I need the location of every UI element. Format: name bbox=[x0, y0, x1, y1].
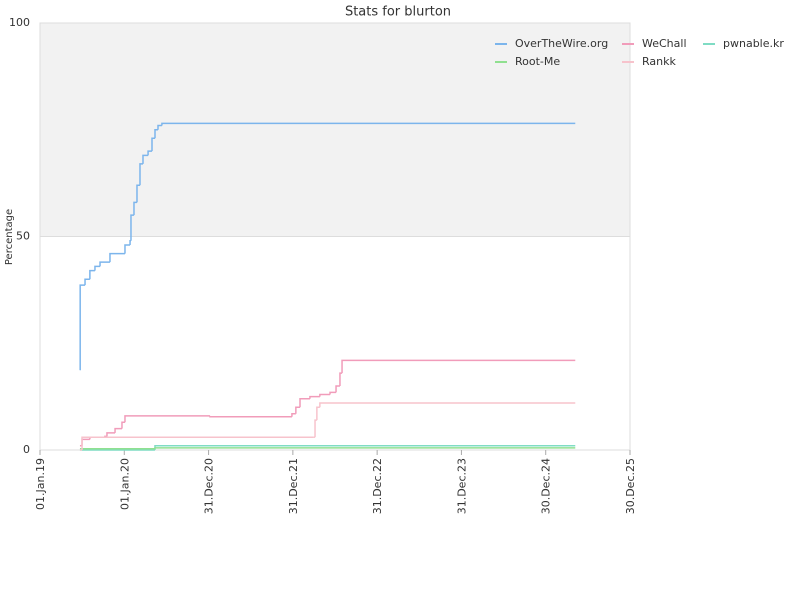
line-step bbox=[319, 393, 331, 397]
line-step bbox=[124, 415, 210, 423]
line-step bbox=[209, 415, 292, 418]
line-step bbox=[79, 284, 86, 371]
line-step bbox=[314, 419, 317, 438]
line-step bbox=[339, 372, 343, 386]
line-step bbox=[133, 201, 137, 216]
line-step bbox=[319, 402, 576, 408]
line-step bbox=[161, 122, 576, 126]
line-step bbox=[309, 395, 320, 399]
x-tick-label: 31.Dec.20 bbox=[203, 458, 216, 514]
y-axis-label: Percentage bbox=[4, 209, 15, 265]
plot-band bbox=[40, 23, 630, 237]
y-tick-label: 50 bbox=[16, 230, 30, 243]
line-step bbox=[154, 129, 158, 139]
legend-label: WeChall bbox=[642, 37, 687, 50]
x-tick-label: 30.Dec.25 bbox=[624, 458, 637, 514]
x-tick-label: 31.Dec.22 bbox=[371, 458, 384, 514]
line-step bbox=[81, 438, 90, 446]
line-step bbox=[329, 391, 337, 395]
line-step bbox=[99, 261, 110, 267]
x-tick-label: 31.Dec.21 bbox=[287, 458, 300, 514]
line-step bbox=[89, 269, 95, 280]
legend-label: Rankk bbox=[642, 55, 676, 68]
line-step bbox=[316, 406, 320, 421]
x-tick-label: 01.Jan.19 bbox=[34, 458, 47, 510]
line-step bbox=[84, 278, 90, 286]
line-step bbox=[129, 240, 131, 246]
legend-label: OverTheWire.org bbox=[515, 37, 608, 50]
line-step bbox=[124, 244, 131, 254]
line-step bbox=[139, 163, 143, 186]
legend: OverTheWire.org WeChall pwnable.kr Root-Me R… bbox=[495, 37, 784, 68]
line-step bbox=[130, 214, 134, 241]
line-step bbox=[291, 412, 296, 417]
line-step bbox=[295, 406, 301, 414]
x-tick-label: 31.Dec.23 bbox=[455, 458, 468, 514]
line-step bbox=[157, 124, 162, 130]
line-step bbox=[121, 421, 125, 429]
line-step bbox=[94, 265, 101, 271]
line-step bbox=[341, 359, 576, 374]
line-step bbox=[136, 184, 140, 203]
line-step bbox=[106, 432, 116, 437]
line-step bbox=[81, 436, 314, 450]
x-tick-label: 30.Dec.24 bbox=[540, 458, 553, 514]
line-step bbox=[335, 385, 340, 393]
legend-label: Root-Me bbox=[515, 55, 560, 68]
line-step bbox=[109, 252, 125, 263]
line-step bbox=[299, 398, 310, 408]
legend-label: pwnable.kr bbox=[723, 37, 784, 50]
chart-title: Stats for blurton bbox=[345, 5, 451, 20]
y-tick-label: 100 bbox=[9, 16, 30, 29]
line-step bbox=[114, 427, 122, 433]
y-tick-label: 0 bbox=[23, 443, 30, 456]
line-step bbox=[154, 447, 576, 449]
line-step bbox=[147, 150, 152, 156]
x-tick-label: 01.Jan.20 bbox=[118, 458, 131, 510]
line-step bbox=[142, 154, 149, 164]
line-step bbox=[151, 137, 155, 152]
